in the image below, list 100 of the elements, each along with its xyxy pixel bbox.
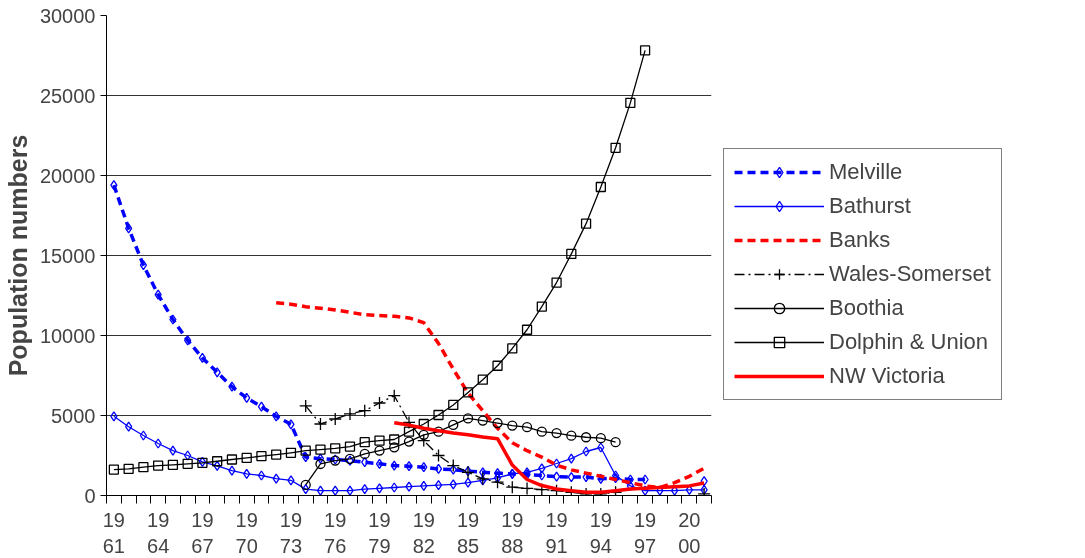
point bbox=[272, 411, 280, 422]
point bbox=[582, 446, 590, 457]
point bbox=[169, 314, 177, 325]
point bbox=[521, 324, 533, 335]
point bbox=[538, 470, 546, 481]
point bbox=[271, 449, 282, 460]
point bbox=[372, 396, 387, 410]
point bbox=[154, 438, 162, 449]
point bbox=[387, 389, 401, 403]
x-tick-label: 1961 bbox=[102, 508, 126, 557]
point bbox=[521, 422, 533, 433]
point bbox=[328, 412, 342, 426]
point bbox=[358, 404, 372, 418]
legend-label: Banks bbox=[829, 227, 891, 253]
y-tick-label: 30000 bbox=[39, 4, 96, 27]
point bbox=[462, 387, 474, 398]
point bbox=[256, 450, 267, 462]
point bbox=[625, 97, 636, 109]
point bbox=[434, 463, 443, 475]
point bbox=[595, 433, 606, 444]
point bbox=[418, 429, 429, 440]
point bbox=[448, 419, 459, 431]
point bbox=[154, 289, 162, 300]
point bbox=[169, 445, 177, 456]
x-tick-label: 1982 bbox=[412, 508, 435, 557]
point bbox=[449, 464, 457, 475]
legend-label: Wales-Somerset bbox=[829, 261, 991, 287]
point bbox=[595, 181, 606, 193]
point bbox=[313, 417, 328, 431]
point bbox=[389, 442, 400, 453]
x-tick-label: 1973 bbox=[279, 508, 303, 557]
point bbox=[257, 470, 266, 481]
point bbox=[641, 474, 649, 485]
point bbox=[507, 343, 518, 354]
point bbox=[374, 445, 385, 456]
point bbox=[626, 474, 634, 485]
point bbox=[315, 444, 326, 455]
point bbox=[479, 467, 487, 478]
x-tick-label: 1991 bbox=[545, 508, 568, 557]
point bbox=[449, 479, 457, 490]
point bbox=[536, 301, 547, 312]
point bbox=[405, 481, 413, 492]
point bbox=[390, 482, 398, 493]
point bbox=[343, 407, 357, 421]
point bbox=[597, 442, 605, 453]
legend-label: Boothia bbox=[829, 295, 904, 321]
point bbox=[241, 452, 252, 464]
point bbox=[490, 475, 505, 489]
point bbox=[110, 411, 118, 422]
x-tick-label: 1964 bbox=[147, 508, 170, 557]
point bbox=[551, 427, 562, 439]
point bbox=[287, 419, 295, 430]
legend-label: Bathurst bbox=[829, 193, 911, 219]
point bbox=[462, 413, 474, 424]
point bbox=[420, 462, 428, 473]
point bbox=[285, 447, 297, 458]
y-tick-label: 25000 bbox=[39, 84, 96, 107]
point bbox=[389, 434, 400, 445]
x-tick-label: 1979 bbox=[368, 508, 391, 557]
point bbox=[316, 453, 325, 464]
point bbox=[123, 463, 134, 475]
point bbox=[403, 436, 415, 447]
point bbox=[331, 485, 339, 496]
point bbox=[464, 477, 472, 488]
point bbox=[374, 435, 385, 446]
point bbox=[566, 248, 577, 260]
point bbox=[433, 409, 444, 421]
point bbox=[153, 460, 164, 471]
point bbox=[359, 437, 370, 448]
point bbox=[226, 454, 238, 465]
point bbox=[139, 430, 148, 441]
y-tick-label: 5000 bbox=[51, 404, 96, 427]
point bbox=[552, 471, 561, 482]
y-tick-label: 20000 bbox=[39, 164, 96, 187]
point bbox=[138, 462, 149, 473]
point bbox=[299, 399, 313, 413]
point bbox=[566, 430, 577, 441]
y-tick-label: 0 bbox=[84, 484, 96, 507]
point bbox=[446, 458, 460, 473]
point bbox=[272, 473, 280, 484]
point bbox=[493, 467, 502, 479]
point bbox=[316, 485, 325, 496]
x-tick-label: 2000 bbox=[678, 508, 701, 557]
point bbox=[257, 401, 266, 412]
point bbox=[477, 415, 488, 426]
point bbox=[403, 426, 415, 437]
legend-label: Dolphin & Union bbox=[829, 329, 988, 355]
point bbox=[551, 277, 562, 288]
point bbox=[198, 352, 207, 364]
x-tick-label: 1994 bbox=[589, 508, 612, 557]
point bbox=[580, 432, 592, 443]
point bbox=[184, 450, 192, 461]
point bbox=[610, 142, 621, 153]
x-tick-label: 1997 bbox=[633, 508, 657, 557]
point bbox=[639, 45, 651, 56]
point bbox=[567, 453, 575, 464]
point bbox=[610, 437, 621, 448]
point bbox=[346, 485, 354, 496]
point bbox=[492, 417, 503, 429]
point bbox=[520, 481, 534, 496]
